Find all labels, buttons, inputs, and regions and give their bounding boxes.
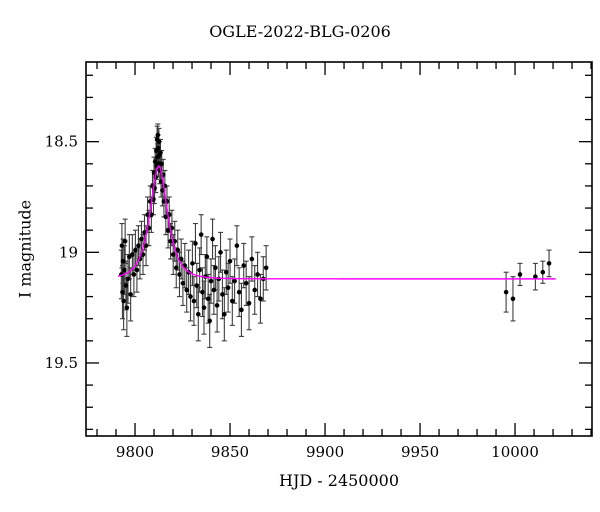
data-point — [134, 267, 140, 273]
data-point — [193, 241, 198, 246]
data-point — [136, 243, 141, 248]
y-tick-label: 19 — [59, 243, 78, 261]
data-point — [143, 243, 149, 248]
data-point — [208, 278, 214, 284]
data-point — [122, 238, 128, 244]
chart-title: OGLE-2022-BLG-0206 — [209, 22, 391, 41]
data-point — [170, 252, 176, 257]
data-point — [517, 272, 523, 277]
data-point — [236, 289, 242, 295]
x-tick-label: 9800 — [116, 443, 154, 461]
data-point — [234, 243, 240, 248]
data-point — [204, 254, 210, 260]
data-point — [163, 214, 169, 220]
data-point — [252, 287, 258, 293]
data-point — [121, 298, 126, 304]
data-point — [201, 305, 207, 310]
data-point — [145, 212, 150, 217]
x-tick-label: 9900 — [306, 443, 344, 461]
data-point — [218, 250, 223, 255]
plot-frame — [85, 61, 593, 437]
data-point — [195, 311, 201, 317]
data-point — [173, 265, 179, 271]
data-point — [177, 272, 182, 277]
x-tick-label: 9850 — [211, 443, 249, 461]
data-point — [249, 256, 255, 262]
x-tick-labels: 9800 9850 9900 9950 10000 — [116, 443, 539, 461]
data-point — [207, 318, 212, 324]
data-point — [125, 276, 131, 282]
data-point — [119, 243, 125, 248]
x-tick-label: 9950 — [401, 443, 439, 461]
data-point — [546, 261, 552, 266]
data-point — [246, 300, 252, 306]
x-axis-label: HJD - 2450000 — [278, 471, 400, 490]
data-point — [188, 294, 193, 299]
data-point — [124, 305, 130, 310]
data-point — [214, 303, 220, 308]
y-tick-label: 19.5 — [45, 354, 78, 372]
data-point — [122, 267, 127, 273]
data-point — [540, 269, 546, 275]
data-point — [131, 272, 137, 277]
data-point — [158, 150, 163, 156]
y-axis-label: I magnitude — [15, 199, 35, 299]
data-point — [200, 289, 205, 295]
data-point — [168, 238, 173, 244]
data-point — [130, 252, 135, 257]
data-point — [210, 236, 215, 242]
data-point — [255, 272, 260, 277]
data-point — [197, 267, 202, 273]
data-point — [156, 139, 162, 144]
data-point — [198, 232, 204, 237]
data-point — [258, 296, 263, 302]
data-point — [241, 263, 247, 268]
data-point — [230, 298, 235, 304]
data-point — [155, 132, 161, 138]
data-point — [223, 269, 229, 275]
data-point — [533, 274, 538, 279]
data-point — [232, 278, 237, 284]
data-point — [123, 283, 129, 288]
data-point — [220, 292, 225, 297]
data-point — [152, 159, 158, 164]
data-point — [191, 298, 197, 304]
y-tick-labels: 18.5 19 19.5 — [45, 133, 78, 372]
data-point — [211, 287, 217, 293]
data-point — [178, 256, 184, 262]
axis-ticks — [86, 62, 592, 436]
error-bars — [118, 123, 552, 349]
data-point — [239, 307, 244, 313]
data-point — [155, 146, 161, 151]
data-point — [225, 285, 231, 291]
data-point — [243, 281, 249, 286]
data-point — [165, 227, 171, 233]
data-point — [194, 283, 200, 288]
data-point — [227, 258, 233, 264]
data-point — [205, 296, 211, 302]
y-tick-label: 18.5 — [45, 133, 78, 151]
data-point — [222, 311, 227, 317]
data-point — [133, 247, 138, 253]
data-point — [184, 287, 190, 293]
data-point — [120, 289, 125, 295]
data-point — [213, 265, 218, 271]
data-point — [180, 281, 186, 286]
x-tick-label: 10000 — [491, 443, 539, 461]
data-point — [120, 258, 126, 264]
data-point — [510, 296, 516, 302]
data-point — [159, 161, 164, 167]
data-point — [128, 292, 133, 297]
data-point — [263, 265, 269, 271]
data-point — [139, 236, 144, 242]
data-point — [503, 289, 509, 295]
data-points — [119, 132, 552, 324]
data-point — [175, 247, 181, 253]
model-curve — [117, 165, 556, 280]
data-point — [190, 261, 195, 266]
